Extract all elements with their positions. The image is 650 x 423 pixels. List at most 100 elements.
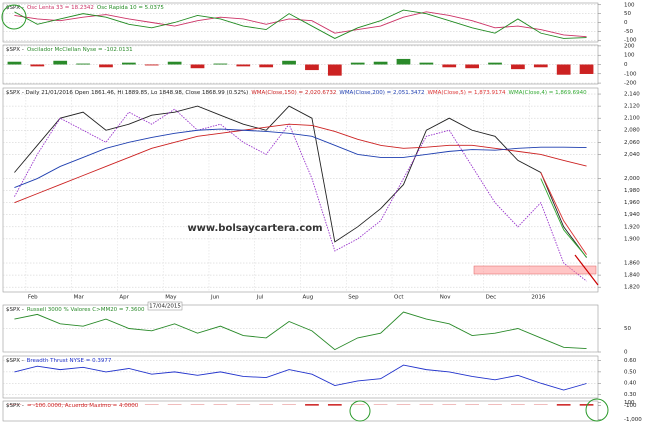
bar (76, 63, 90, 65)
y-tick-label: 1,960 (624, 200, 640, 206)
bar (213, 63, 228, 65)
y-tick-label: 100 (624, 400, 635, 406)
y-tick-label: 0 (624, 62, 628, 68)
x-tick-label: Jun (210, 295, 220, 301)
bar (7, 61, 22, 65)
y-tick-label: 200 (624, 43, 635, 49)
y-tick-label: 1,820 (624, 285, 640, 291)
y-tick-label: 0 (624, 20, 628, 26)
y-tick-label: -50 (624, 29, 633, 35)
bar (236, 64, 251, 67)
bar (419, 62, 434, 65)
series-line (14, 128, 587, 189)
legend-entry: Breadth Thrust NYSE = 0.3977 (27, 358, 112, 364)
y-tick-label: 1,940 (624, 212, 640, 218)
bar (579, 404, 594, 406)
series-line (14, 311, 587, 351)
bar (465, 64, 479, 69)
legend-entry: WMA(Close,200) = 2,051.3472 (339, 90, 424, 96)
bar (99, 64, 113, 68)
x-tick-label: Apr (119, 295, 129, 301)
y-tick-label: 2,140 (624, 92, 640, 98)
x-tick-label: Dec (486, 295, 497, 301)
panel-title: $SPX - (6, 358, 24, 364)
panel-title: $SPX - (6, 307, 24, 313)
bar (190, 64, 205, 69)
x-tick-label: 2016 (531, 295, 545, 301)
watermark: www.bolsaycartera.com (187, 223, 322, 234)
x-tick-label: Nov (440, 295, 451, 301)
panel-header: $SPX - Daily 21/01/2016 Open 1861.46, Hi… (6, 90, 587, 96)
y-tick-label: -1,000 (624, 417, 642, 423)
panel-frame (2, 355, 599, 399)
panel-header: $SPX - Osc Lenta 33 = 18.2342 Osc Rapida 1… (6, 5, 164, 11)
bar (167, 61, 182, 65)
panel-title: $SPX - (6, 5, 24, 11)
x-tick-label: Feb (28, 295, 38, 301)
annotations: www.bolsaycartera.com 17/04/2015 (1, 4, 609, 422)
y-tick-label: 50 (624, 11, 631, 17)
legend-entry: = -100.0000, Acuerdo Maximo = 4.0000 (27, 403, 139, 409)
x-tick-label: Oct (394, 295, 404, 301)
legend-entry: Osc Lenta 33 = 18.2342 (27, 5, 94, 11)
series-line (14, 105, 587, 258)
y-tick-label: -100 (624, 403, 637, 409)
y-tick-label: 2,000 (624, 176, 640, 182)
bar (144, 64, 159, 66)
y-tick-label: 100 (624, 53, 635, 59)
y-tick-label: 2,080 (624, 128, 640, 134)
highlight-circle (349, 400, 371, 422)
y-tick-label: 2,100 (624, 116, 640, 122)
legend-entry: WMA(Close,5) = 1,873.9174 (427, 90, 506, 96)
bar (396, 58, 411, 65)
series-line (14, 123, 587, 204)
bar (282, 60, 296, 65)
y-tick-label: -100 (624, 71, 637, 77)
x-tick-label: Sep (348, 295, 359, 301)
panel-title: $SPX - (6, 403, 24, 409)
legend-entry: Osc Rapida 10 = 5.0375 (97, 5, 165, 11)
panel-header: $SPX - Breadth Thrust NYSE = 0.3977 (6, 358, 112, 364)
bar (122, 62, 136, 65)
trend-arrow (574, 254, 599, 286)
y-tick-label: 1,900 (624, 236, 640, 242)
y-tick-label: 2,060 (624, 140, 640, 146)
bar (350, 62, 365, 65)
legend-entry: WMA(Close,150) = 2,020.6732 (251, 90, 336, 96)
x-tick-label: May (165, 295, 177, 301)
bar (259, 64, 274, 68)
series-line (540, 178, 587, 258)
y-tick-label: -100 (624, 38, 637, 44)
x-tick-label: Aug (303, 295, 314, 301)
y-tick-label: 50 (624, 326, 631, 332)
bar (556, 404, 571, 406)
bar (579, 64, 594, 74)
y-tick-label: 1,920 (624, 224, 640, 230)
y-tick-label: 0.30 (624, 392, 637, 398)
series-line (14, 108, 587, 282)
bar (373, 61, 388, 65)
y-tick-label: 1,840 (624, 273, 640, 279)
y-tick-label: 0.60 (624, 358, 637, 364)
panel-header: $SPX - Russell 3000 % Valores C>MM20 = 7.… (6, 307, 145, 313)
panel-frame (2, 400, 599, 422)
bar (305, 404, 319, 406)
bar (556, 64, 571, 75)
bar (305, 64, 319, 71)
series-line (14, 364, 587, 391)
bar (327, 404, 342, 406)
series-line (540, 172, 587, 255)
highlight-circle (1, 4, 27, 30)
y-tick-label: 100 (624, 2, 635, 8)
y-tick-label: 2,120 (624, 104, 640, 110)
cursor-date: 17/04/2015 (149, 304, 181, 310)
y-tick-label: 0.40 (624, 381, 637, 387)
x-tick-label: Jul (256, 295, 264, 301)
y-tick-label: -200 (624, 81, 637, 87)
bar (53, 60, 68, 65)
bar (30, 64, 45, 67)
bar (533, 64, 548, 68)
panel-header: $SPX - = -100.0000, Acuerdo Maximo = 4.00… (6, 403, 139, 409)
y-tick-label: 1,860 (624, 261, 640, 267)
